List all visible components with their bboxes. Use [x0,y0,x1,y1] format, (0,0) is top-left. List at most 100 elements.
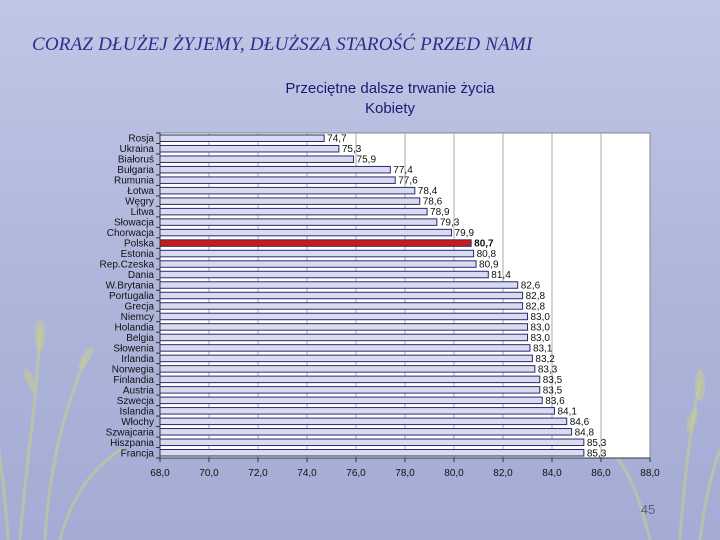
x-tick-label: 86,0 [591,468,611,479]
category-label: Francja [121,448,155,459]
bar [159,186,416,195]
category-label: Finlandia [113,375,154,386]
bar [159,228,453,237]
bar [159,165,391,174]
category-label: Austria [123,385,155,396]
bar [159,176,396,184]
value-label: 82,8 [526,301,546,312]
value-label: 80,7 [474,239,494,250]
value-label: 83,5 [543,385,563,396]
x-tick-label: 78,0 [395,468,415,479]
value-label: 79,9 [455,228,475,239]
bar [159,333,528,342]
value-label: 83,1 [533,343,553,354]
value-label: 77,6 [398,176,418,187]
category-label: Bułgaria [117,165,154,176]
bar [159,407,555,415]
category-label: Dania [128,270,155,281]
page-number: 45 [640,502,656,517]
value-label: 82,8 [526,291,546,302]
category-label: Polska [124,239,154,250]
bar [159,260,477,268]
chart-title: Przeciętne dalsze trwanie życia [285,80,495,97]
bar [159,375,541,384]
bar [159,386,541,394]
chart-subtitle: Kobiety [364,100,416,117]
value-label: 85,3 [587,448,607,459]
bar [159,218,438,226]
value-label: 78,6 [423,197,443,208]
value-label: 80,8 [477,249,497,260]
bar [159,365,536,373]
value-label: 83,0 [531,333,551,344]
bar [159,396,543,405]
slide-title: CORAZ DŁUŻEJ ŻYJEMY, DŁUŻSZA STAROŚĆ PRZ… [32,34,533,55]
x-tick-label: 82,0 [493,468,513,479]
category-label: Grecja [125,301,155,312]
value-label: 83,2 [535,354,555,365]
value-label: 75,3 [342,144,362,155]
category-label: Włochy [121,417,154,428]
bar [159,207,428,216]
value-label: 84,8 [575,427,595,438]
value-label: 82,6 [521,281,541,292]
bar [159,354,533,363]
x-tick-label: 80,0 [444,468,464,479]
bar [159,281,519,289]
category-label: Chorwacja [107,228,155,239]
x-tick-label: 74,0 [297,468,317,479]
value-label: 83,0 [531,312,551,323]
category-label: Rosja [128,134,154,145]
value-label: 78,4 [418,186,438,197]
value-label: 79,3 [440,218,460,229]
x-tick-label: 76,0 [346,468,366,479]
x-tick-label: 68,0 [150,468,170,479]
category-label: Białoruś [118,155,154,166]
bar [159,449,585,457]
category-label: Szwajcaria [106,427,155,438]
category-label: Holandia [115,322,155,333]
category-label: Ukraina [120,144,155,155]
bar [159,197,421,205]
bar [159,155,355,163]
category-label: Estonia [121,249,155,260]
bar [159,239,472,247]
bar [159,312,528,321]
value-label: 84,1 [557,406,577,417]
category-label: Węgry [125,197,154,208]
category-label: Portugalia [109,291,154,302]
value-label: 83,0 [531,322,551,333]
bar [159,323,528,331]
category-label: Szwecja [117,396,155,407]
value-label: 75,9 [357,155,377,166]
category-label: Litwa [131,207,155,218]
value-label: 80,9 [479,260,499,271]
value-label: 83,3 [538,364,558,375]
category-label: Rep.Czeska [100,260,155,271]
category-label: Belgia [126,333,154,344]
category-label: Irlandia [121,354,154,365]
x-tick-label: 88,0 [640,468,660,479]
value-label: 84,6 [570,417,590,428]
x-tick-label: 84,0 [542,468,562,479]
category-label: Łotwa [127,186,154,197]
bar [159,428,573,436]
bar [159,417,568,426]
category-label: Hiszpania [110,438,154,449]
x-tick-label: 72,0 [248,468,268,479]
bar [159,344,531,352]
category-label: Rumunia [114,176,154,187]
value-label: 74,7 [327,134,347,145]
category-label: Słowacja [114,218,154,229]
value-label: 83,6 [545,396,565,407]
category-label: Islandia [120,406,155,417]
value-label: 77,4 [393,165,413,176]
bar [159,134,325,142]
value-label: 85,3 [587,438,607,449]
category-label: Słowenia [113,343,154,354]
value-label: 81,4 [491,270,511,281]
bar [159,302,524,310]
chart-title-block: Przeciętne dalsze trwanie życia Kobiety [240,79,540,119]
category-label: W.Brytania [106,281,155,292]
category-label: Norwegia [112,364,155,375]
